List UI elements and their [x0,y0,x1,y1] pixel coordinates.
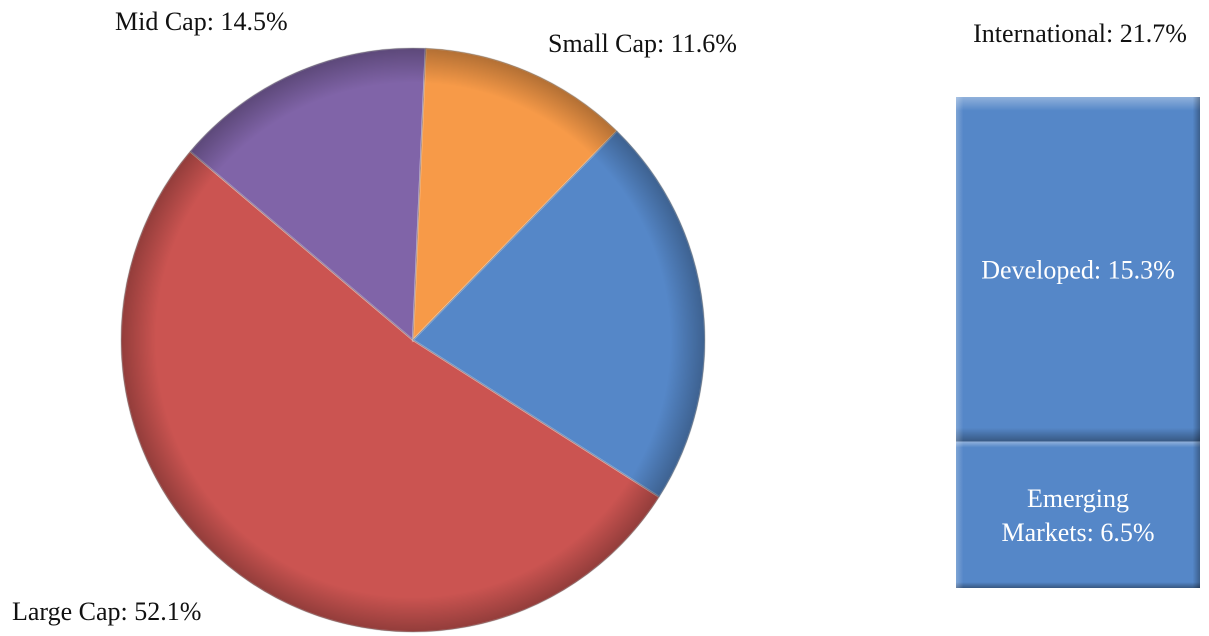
bar-segment-bevel-side [956,97,1200,442]
bar-label-developed: Developed: 15.3% [981,255,1175,284]
pie-chart [120,47,706,633]
bar-title: International: 21.7% [973,19,1187,48]
bar-label-emerging-markets: Markets: 6.5% [1001,518,1154,547]
pie-label-large-cap: Large Cap: 52.1% [12,597,201,626]
bar-segment-bevel-side [956,441,1200,588]
bar-label-emerging-markets: Emerging [1027,484,1129,513]
pie-labels: Large Cap: 52.1% Mid Cap: 14.5% Small Cap:… [12,7,737,626]
stacked-bar-chart: Developed: 15.3% Emerging Markets: 6.5% [956,97,1200,588]
pie-label-mid-cap: Mid Cap: 14.5% [115,7,288,36]
pie-slice-edge [120,150,660,633]
pie-rim-shade [121,48,705,632]
pie-label-small-cap: Small Cap: 11.6% [548,29,737,58]
